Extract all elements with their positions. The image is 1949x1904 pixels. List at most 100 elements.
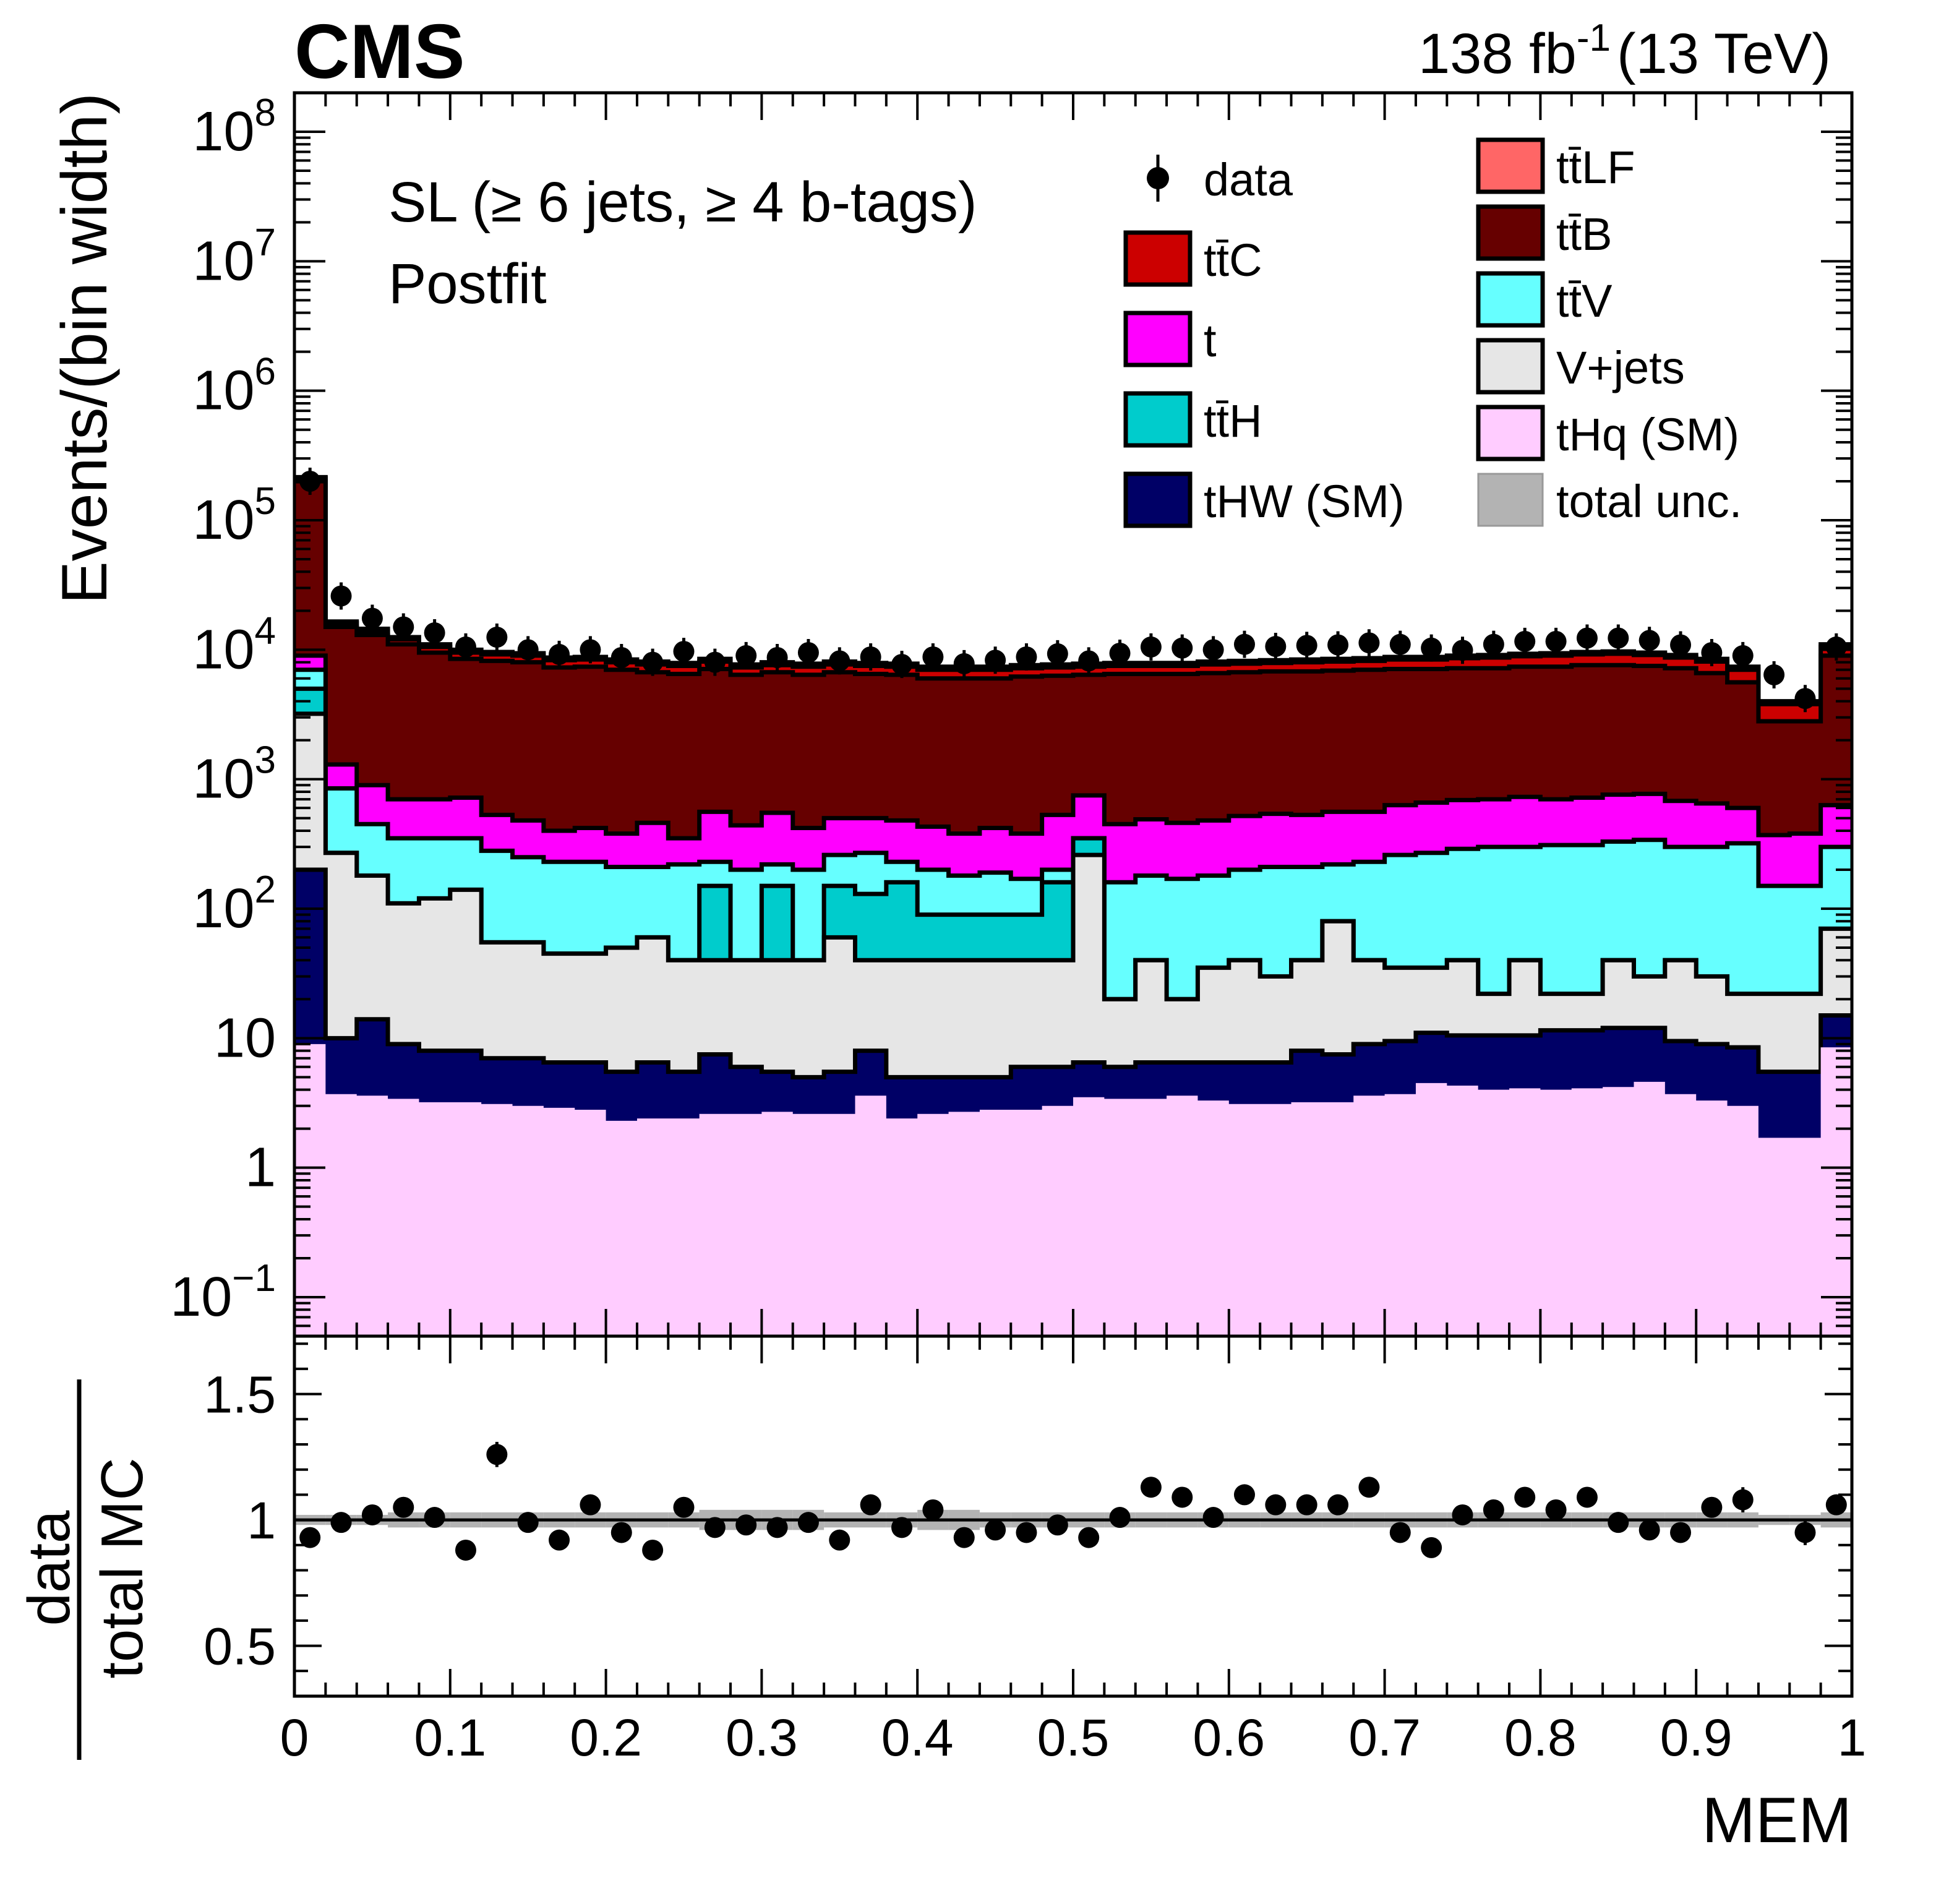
ratio-point xyxy=(1233,1484,1255,1506)
ratio-point xyxy=(860,1494,881,1516)
data-point xyxy=(1576,627,1598,649)
ratio-point xyxy=(1608,1512,1629,1533)
data-point xyxy=(1545,630,1567,652)
legend-label-data: data xyxy=(1204,154,1293,205)
y-tick-label: 108 xyxy=(192,92,276,163)
data-point xyxy=(1172,637,1193,659)
stack-area-tHq xyxy=(294,1044,1852,1336)
data-point xyxy=(1233,633,1255,655)
legend-label-ttLF: tt̄LF xyxy=(1556,142,1635,193)
lumi-label: 138 fb-1 (13 TeV) xyxy=(1418,17,1831,85)
ratio-points xyxy=(299,1441,1847,1561)
ratio-point xyxy=(642,1539,664,1561)
x-tick-label: 0.4 xyxy=(881,1709,954,1767)
legend-swatch-ttH xyxy=(1123,391,1193,448)
data-point xyxy=(580,639,601,661)
y-tick-label: 10 xyxy=(214,1007,276,1069)
axis-ticks: 0 0.1 0.2 0.3 0.4 0.5 0.6 0.7 0.8 0.9 1 10−1 1 10 102 1… xyxy=(170,92,1866,1767)
ratio-point xyxy=(330,1512,352,1533)
ratio-point xyxy=(1452,1504,1473,1525)
data-point xyxy=(642,651,664,673)
ratio-point xyxy=(486,1444,508,1465)
data-point xyxy=(1670,634,1692,656)
data-point xyxy=(361,607,383,629)
lumi-exponent: -1 xyxy=(1577,17,1611,59)
x-tick-label: 0.5 xyxy=(1037,1709,1110,1767)
legend-swatch-ttB xyxy=(1476,204,1545,261)
data-point xyxy=(1483,633,1504,655)
ratio-point xyxy=(1670,1522,1692,1543)
data-point xyxy=(1825,636,1847,658)
data-point xyxy=(829,650,850,672)
data-point xyxy=(1794,688,1816,710)
legend-label-Vjets: V+jets xyxy=(1556,342,1685,393)
ratio-point xyxy=(922,1499,944,1520)
data-point xyxy=(1202,639,1224,661)
data-point xyxy=(1638,630,1660,651)
y-tick-label: 105 xyxy=(192,480,276,551)
ratio-point xyxy=(455,1539,476,1561)
data-point xyxy=(549,643,570,665)
y-tick-label: 107 xyxy=(192,221,276,292)
y-axis-title: Events/(bin width) xyxy=(49,93,121,604)
ratio-point xyxy=(1389,1522,1411,1543)
ratio-point xyxy=(1296,1494,1317,1516)
x-tick-label: 0.9 xyxy=(1660,1709,1733,1767)
ratio-point xyxy=(704,1517,726,1538)
ratio-point xyxy=(1421,1537,1442,1558)
ratio-point xyxy=(1825,1494,1847,1516)
stack-outline-ttC xyxy=(294,476,1852,706)
data-point xyxy=(891,654,913,675)
legend-label-tHq: tHq (SM) xyxy=(1556,409,1739,460)
ratio-point xyxy=(1794,1522,1816,1543)
x-tick-label: 0.3 xyxy=(726,1709,798,1767)
data-point xyxy=(393,616,414,638)
ratio-y-tick-label: 1.5 xyxy=(203,1366,276,1424)
ratio-point xyxy=(424,1507,445,1529)
y-tick-label: 102 xyxy=(192,868,276,940)
ratio-point xyxy=(580,1494,601,1516)
ratio-point xyxy=(1514,1486,1536,1508)
y-tick-label: 10−1 xyxy=(170,1257,276,1328)
ratio-point xyxy=(299,1527,321,1548)
legend-label-tHW: tHW (SM) xyxy=(1204,476,1405,527)
data-point xyxy=(985,650,1006,671)
data-point xyxy=(610,646,632,668)
ratio-point xyxy=(1701,1496,1723,1518)
stack-outline-t xyxy=(294,653,1852,841)
data-point xyxy=(704,651,726,673)
stack-outline-tHW xyxy=(294,867,1852,1079)
legend-swatch-ttV xyxy=(1476,271,1545,328)
data-point xyxy=(1701,641,1723,663)
ratio-point xyxy=(1483,1499,1504,1520)
data-point xyxy=(1732,645,1754,666)
legend-swatch-tHq xyxy=(1476,405,1545,461)
ratio-point xyxy=(985,1519,1006,1541)
data-point xyxy=(922,646,944,667)
legend-swatch-ttLF xyxy=(1476,137,1545,194)
legend-label-ttV: tt̄V xyxy=(1556,275,1613,327)
lumi-energy: (13 TeV) xyxy=(1617,22,1831,85)
y-tick-label: 104 xyxy=(192,609,276,680)
category-label: SL (≥ 6 jets, ≥ 4 b-tags) xyxy=(388,171,977,234)
data-points xyxy=(299,467,1847,713)
stack-outline-Vjets xyxy=(294,711,1852,1001)
ratio-point xyxy=(1109,1507,1131,1529)
ratio-point xyxy=(1202,1507,1224,1529)
legend: data tt̄C t tt̄H tHW (SM) tt̄LF tt̄B tt̄V V+jets… xyxy=(1123,137,1742,528)
legend-label-unc: total unc. xyxy=(1556,476,1742,527)
ratio-point xyxy=(1576,1486,1598,1508)
data-point xyxy=(953,653,975,674)
x-tick-label: 0.7 xyxy=(1348,1709,1421,1767)
ratio-point xyxy=(549,1529,570,1551)
ratio-y-title-denominator: total MC xyxy=(89,1457,155,1678)
ratio-point xyxy=(766,1517,788,1538)
stacked-histogram xyxy=(294,474,1852,1336)
ratio-point xyxy=(735,1514,757,1536)
data-point xyxy=(1514,630,1536,652)
data-point xyxy=(1452,640,1473,661)
legend-data-marker xyxy=(1147,167,1169,189)
ratio-point xyxy=(610,1522,632,1543)
ratio-point xyxy=(673,1496,695,1518)
